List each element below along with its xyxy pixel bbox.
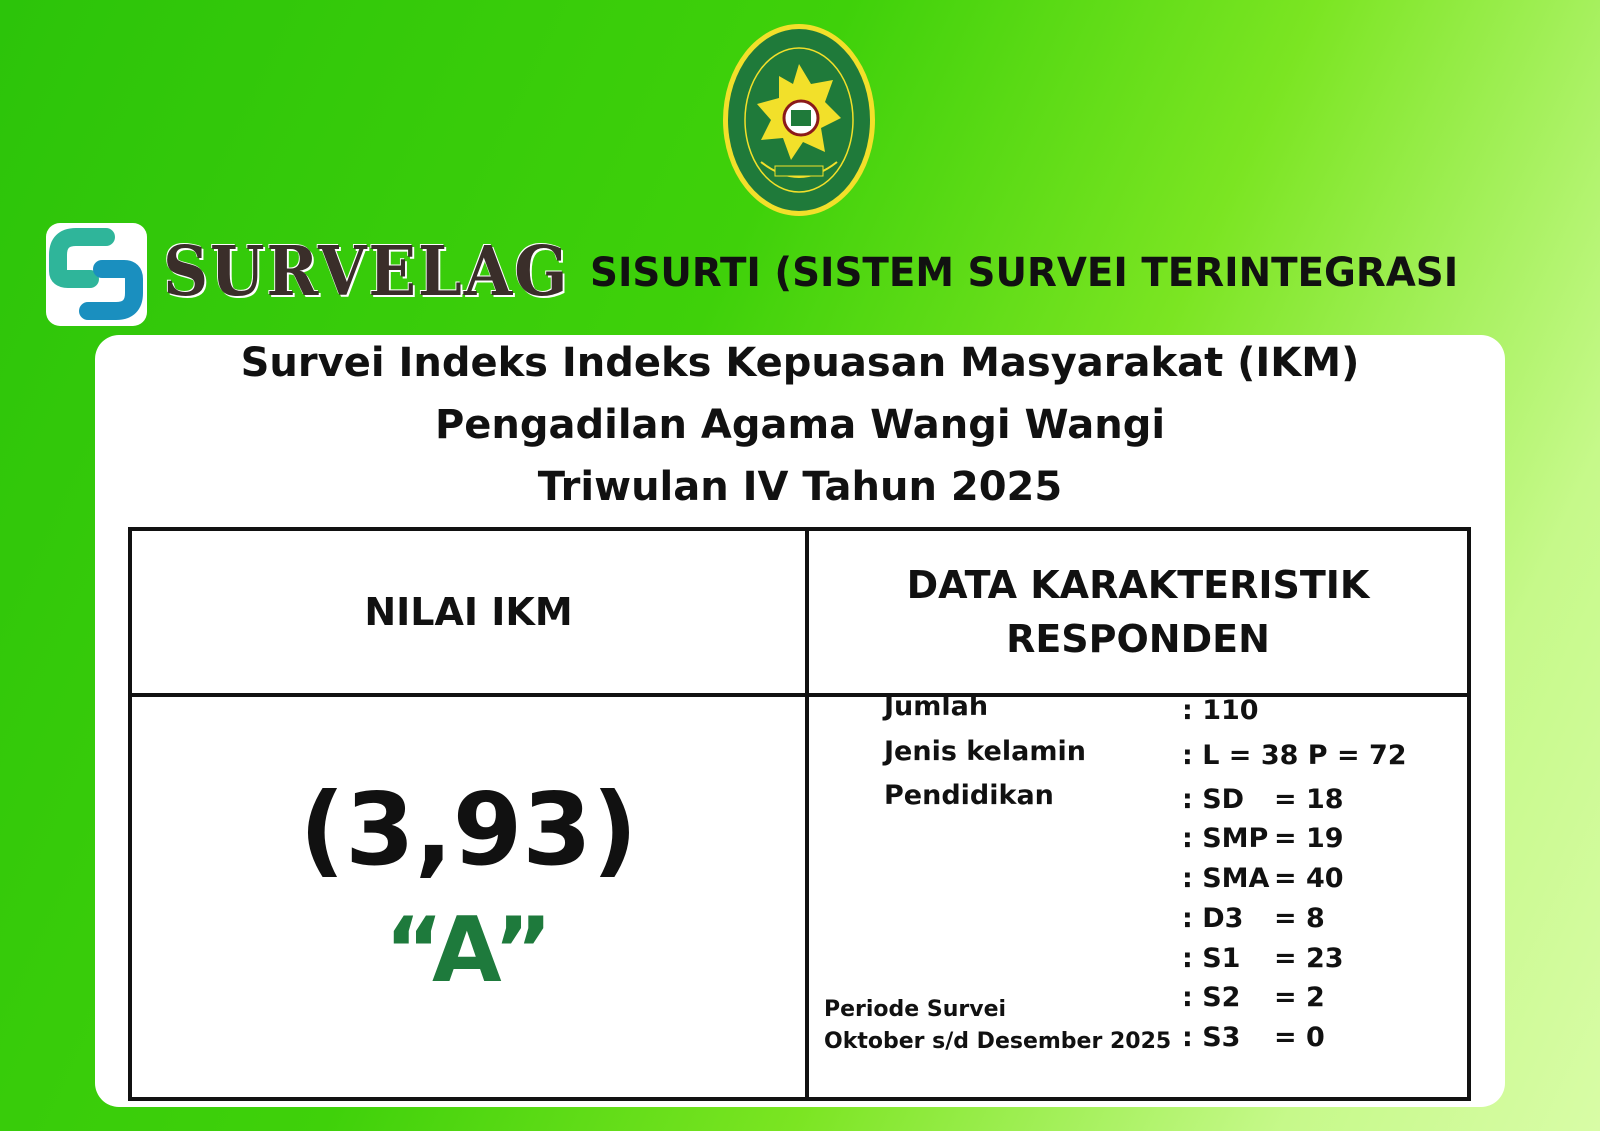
respondent-key: : 110 — [1182, 695, 1259, 726]
respondent-key: : SD — [1182, 784, 1245, 815]
header-data-karakteristik: DATA KARAKTERISTIK RESPONDEN — [805, 527, 1471, 697]
survey-period-title: Triwulan IV Tahun 2025 — [537, 464, 1063, 510]
respondent-key: : S2 — [1182, 982, 1241, 1013]
court-emblem-logo — [723, 24, 875, 216]
respondent-label: Jumlah — [884, 691, 989, 722]
respondent-val: = 23 — [1274, 943, 1344, 974]
respondent-val: = 18 — [1274, 784, 1344, 815]
ikm-score: (3,93) — [299, 771, 638, 888]
header-line-1: DATA KARAKTERISTIK — [906, 563, 1370, 607]
brand-tagline: SISURTI (SISTEM SURVEI TERINTEGRASI — [590, 250, 1459, 296]
respondent-data: Periode Survei Oktober s/d Desember 2025… — [809, 691, 1467, 1097]
respondent-key: : L = 38 P = 72 — [1182, 740, 1407, 771]
period-label: Periode Survei — [824, 997, 1007, 1022]
respondent-cell: Periode Survei Oktober s/d Desember 2025… — [805, 691, 1471, 1101]
respondent-val: = 40 — [1274, 863, 1344, 894]
ikm-grade: “A” — [384, 898, 553, 1003]
respondent-key: : SMP — [1182, 823, 1269, 854]
header-nilai-ikm: NILAI IKM — [128, 527, 809, 697]
respondent-key: : SMA — [1182, 863, 1270, 894]
period-value: Oktober s/d Desember 2025 — [824, 1029, 1172, 1054]
respondent-val: = 0 — [1274, 1022, 1325, 1053]
respondent-label: Pendidikan — [884, 780, 1054, 811]
ikm-table: NILAI IKM DATA KARAKTERISTIK RESPONDEN (… — [128, 527, 1471, 1101]
respondent-key: : S1 — [1182, 943, 1241, 974]
respondent-val: = 8 — [1274, 903, 1325, 934]
court-name: Pengadilan Agama Wangi Wangi — [434, 402, 1166, 448]
respondent-label: Jenis kelamin — [884, 736, 1086, 767]
respondent-val: = 19 — [1274, 823, 1344, 854]
brand-name: SURVELAG — [163, 232, 570, 312]
respondent-key: : S3 — [1182, 1022, 1241, 1053]
survelag-s-logo-icon — [46, 223, 147, 326]
respondent-val: = 2 — [1274, 982, 1325, 1013]
ikm-value-cell: (3,93) “A” — [128, 693, 809, 1101]
respondent-key: : D3 — [1182, 903, 1244, 934]
header-line-2: RESPONDEN — [1006, 617, 1270, 661]
survey-title: Survei Indeks Indeks Kepuasan Masyarakat… — [240, 340, 1360, 386]
